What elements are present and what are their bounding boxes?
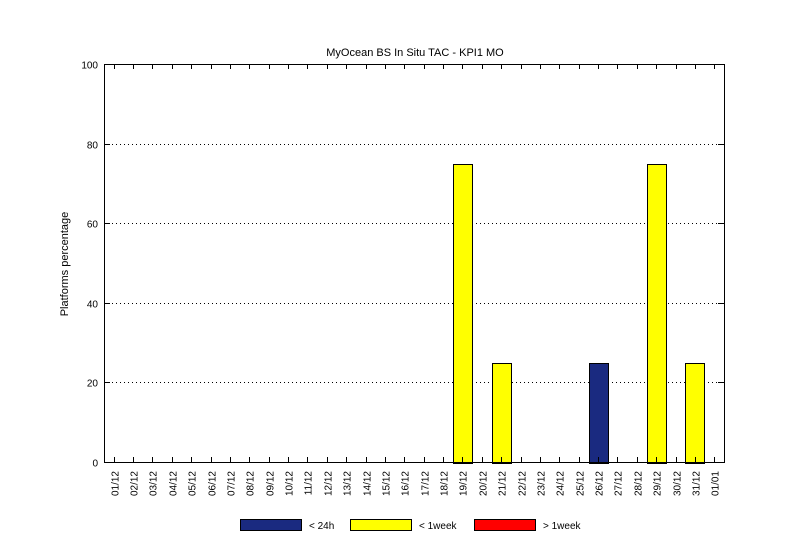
legend-swatch	[240, 519, 302, 531]
legend-label: < 24h	[309, 521, 334, 532]
x-tick-label: 18/12	[440, 471, 451, 496]
legend-label: < 1week	[419, 521, 458, 532]
y-tick-label: 60	[87, 220, 99, 231]
chart-title: MyOcean BS In Situ TAC - KPI1 MO	[326, 47, 504, 59]
x-tick-label: 08/12	[246, 471, 257, 496]
x-tick-label: 26/12	[595, 471, 606, 496]
y-tick-label: 80	[87, 141, 99, 152]
x-tick-label: 21/12	[498, 471, 509, 496]
axis-ticks: 0 20 40 60 80 100 01/12 02/12 03/12 04/12 05/12 06/…	[81, 61, 724, 496]
x-tick-label: 13/12	[343, 471, 354, 496]
y-tick-label: 40	[87, 300, 99, 311]
x-tick-label: 22/12	[518, 471, 529, 496]
x-tick-label: 11/12	[304, 471, 315, 496]
y-tick-label: 100	[81, 61, 98, 72]
x-tick-label: 15/12	[382, 471, 393, 496]
x-tick-label: 31/12	[692, 471, 703, 496]
x-tick-label: 25/12	[576, 471, 587, 496]
y-tick-label: 0	[92, 459, 98, 470]
x-tick-label: 02/12	[130, 471, 141, 496]
x-tick-label: 10/12	[285, 471, 296, 496]
bar	[685, 363, 705, 464]
x-tick-label: 28/12	[634, 471, 645, 496]
x-tick-label: 16/12	[401, 471, 412, 496]
x-tick-label: 17/12	[421, 471, 432, 496]
bar	[453, 164, 473, 464]
bar	[647, 164, 667, 464]
x-tick-label: 14/12	[363, 471, 374, 496]
x-tick-label: 09/12	[266, 471, 277, 496]
legend-swatch	[350, 519, 412, 531]
x-tick-label: 19/12	[459, 471, 470, 496]
x-tick-label: 01/12	[111, 471, 122, 496]
y-tick-label: 20	[87, 379, 99, 390]
x-tick-label: 12/12	[324, 471, 335, 496]
x-tick-label: 27/12	[614, 471, 625, 496]
legend-swatch	[474, 519, 536, 531]
x-tick-label: 03/12	[149, 471, 160, 496]
x-tick-label: 06/12	[208, 471, 219, 496]
y-axis-label: Platforms percentage	[59, 212, 71, 317]
x-tick-label: 05/12	[188, 471, 199, 496]
x-tick-label: 07/12	[227, 471, 238, 496]
legend: < 24h < 1week > 1week	[240, 519, 582, 532]
x-tick-label: 20/12	[479, 471, 490, 496]
bars	[453, 164, 705, 464]
x-tick-label: 30/12	[673, 471, 684, 496]
bar	[589, 363, 609, 464]
legend-label: > 1week	[543, 521, 582, 532]
grid-lines	[104, 144, 724, 383]
x-tick-label: 04/12	[169, 471, 180, 496]
x-tick-label: 24/12	[556, 471, 567, 496]
x-tick-label: 01/01	[711, 471, 722, 496]
x-tick-label: 23/12	[537, 471, 548, 496]
bar	[492, 363, 512, 464]
plot-frame	[104, 64, 725, 463]
x-tick-label: 29/12	[653, 471, 664, 496]
